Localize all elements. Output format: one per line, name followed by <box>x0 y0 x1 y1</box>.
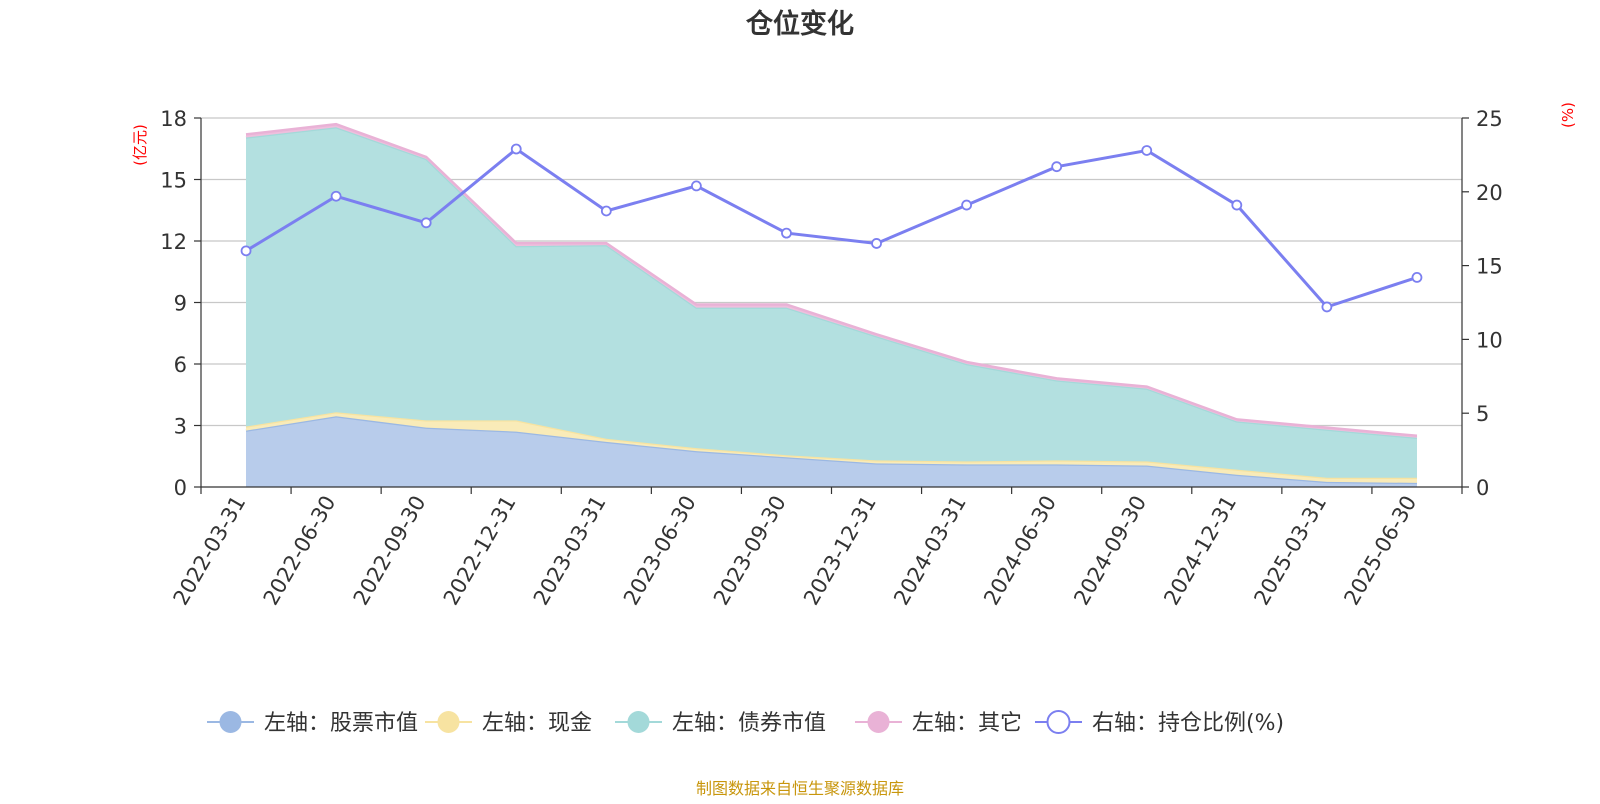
legend-label: 左轴：债券市值 <box>672 711 826 736</box>
x-tick-label: 2024-09-30 <box>1069 492 1151 610</box>
left-tick-label: 15 <box>160 169 187 193</box>
x-tick-label: 2023-06-30 <box>619 492 701 610</box>
left-tick-label: 0 <box>174 476 187 500</box>
x-tick-label: 2022-06-30 <box>259 492 341 610</box>
x-tick-label: 2025-03-31 <box>1249 492 1331 610</box>
ratio-point <box>1051 161 1063 173</box>
legend-item-1: 左轴：现金 <box>425 711 592 736</box>
ratio-point <box>1231 199 1243 211</box>
ratio-point <box>961 199 973 211</box>
legend-marker-icon <box>437 711 460 733</box>
right-tick-label: 0 <box>1476 476 1489 500</box>
left-tick-label: 9 <box>174 292 187 316</box>
legend-label: 右轴：持仓比例(%) <box>1092 711 1284 736</box>
ratio-point <box>240 245 252 257</box>
legend-marker-icon <box>219 711 242 733</box>
legend-marker-icon <box>1046 710 1071 734</box>
x-tick-label: 2023-03-31 <box>529 492 611 610</box>
right-axis-unit: (%) <box>1559 102 1577 128</box>
legend-label: 左轴：股票市值 <box>264 711 418 736</box>
left-tick-label: 18 <box>160 107 187 131</box>
x-tick-label: 2023-12-31 <box>799 492 881 610</box>
right-tick-label: 20 <box>1476 181 1503 205</box>
legend-marker-icon <box>867 711 890 733</box>
ratio-point <box>690 180 702 192</box>
legend-item-4: 右轴：持仓比例(%) <box>1035 710 1284 736</box>
ratio-point <box>510 143 522 155</box>
chart-title: 仓位变化 <box>745 8 854 40</box>
area-layers <box>245 122 1418 487</box>
x-tick-label: 2024-12-31 <box>1159 492 1241 610</box>
area-1 <box>246 412 1417 483</box>
x-tick-label: 2022-03-31 <box>169 492 251 610</box>
ratio-point <box>1321 301 1333 313</box>
source-footnote: 制图数据来自恒生聚源数据库 <box>696 779 904 798</box>
right-tick-label: 25 <box>1476 107 1503 131</box>
right-tick-label: 5 <box>1476 402 1489 426</box>
x-tick-label: 2022-09-30 <box>349 492 431 610</box>
left-tick-label: 3 <box>174 415 187 439</box>
x-tick-label: 2024-06-30 <box>979 492 1061 610</box>
ratio-point <box>1411 272 1423 283</box>
right-tick-label: 10 <box>1476 328 1503 352</box>
ratio-point <box>600 205 612 217</box>
legend-label: 左轴：现金 <box>482 711 592 736</box>
legend-item-2: 左轴：债券市值 <box>615 711 826 736</box>
ratio-line <box>245 147 1418 309</box>
area-0 <box>246 416 1417 487</box>
x-tick-label: 2022-12-31 <box>439 492 521 610</box>
x-tick-label: 2024-03-31 <box>889 492 971 610</box>
left-tick-label: 6 <box>174 353 187 377</box>
ratio-point <box>1141 145 1153 156</box>
area-2 <box>246 127 1417 478</box>
legend: 左轴：股票市值 左轴：现金 左轴：债券市值 左轴：其它 右轴：持仓比例(%) <box>207 710 1284 736</box>
ratio-point <box>330 190 342 202</box>
legend-item-3: 左轴：其它 <box>855 711 1022 736</box>
ratio-point <box>781 227 792 239</box>
ratio-point <box>871 238 882 249</box>
left-tick-label: 12 <box>160 230 187 254</box>
x-tick-label: 2023-09-30 <box>709 492 791 610</box>
legend-label: 左轴：其它 <box>912 711 1022 736</box>
x-tick-label: 2025-06-30 <box>1339 492 1421 610</box>
right-tick-label: 15 <box>1476 255 1503 279</box>
ratio-line-layer <box>240 143 1423 313</box>
left-axis-unit: (亿元) <box>131 124 149 166</box>
area-edge-3 <box>245 122 1418 438</box>
ratio-point <box>420 217 432 229</box>
legend-item-0: 左轴：股票市值 <box>207 711 418 736</box>
legend-marker-icon <box>627 711 650 733</box>
